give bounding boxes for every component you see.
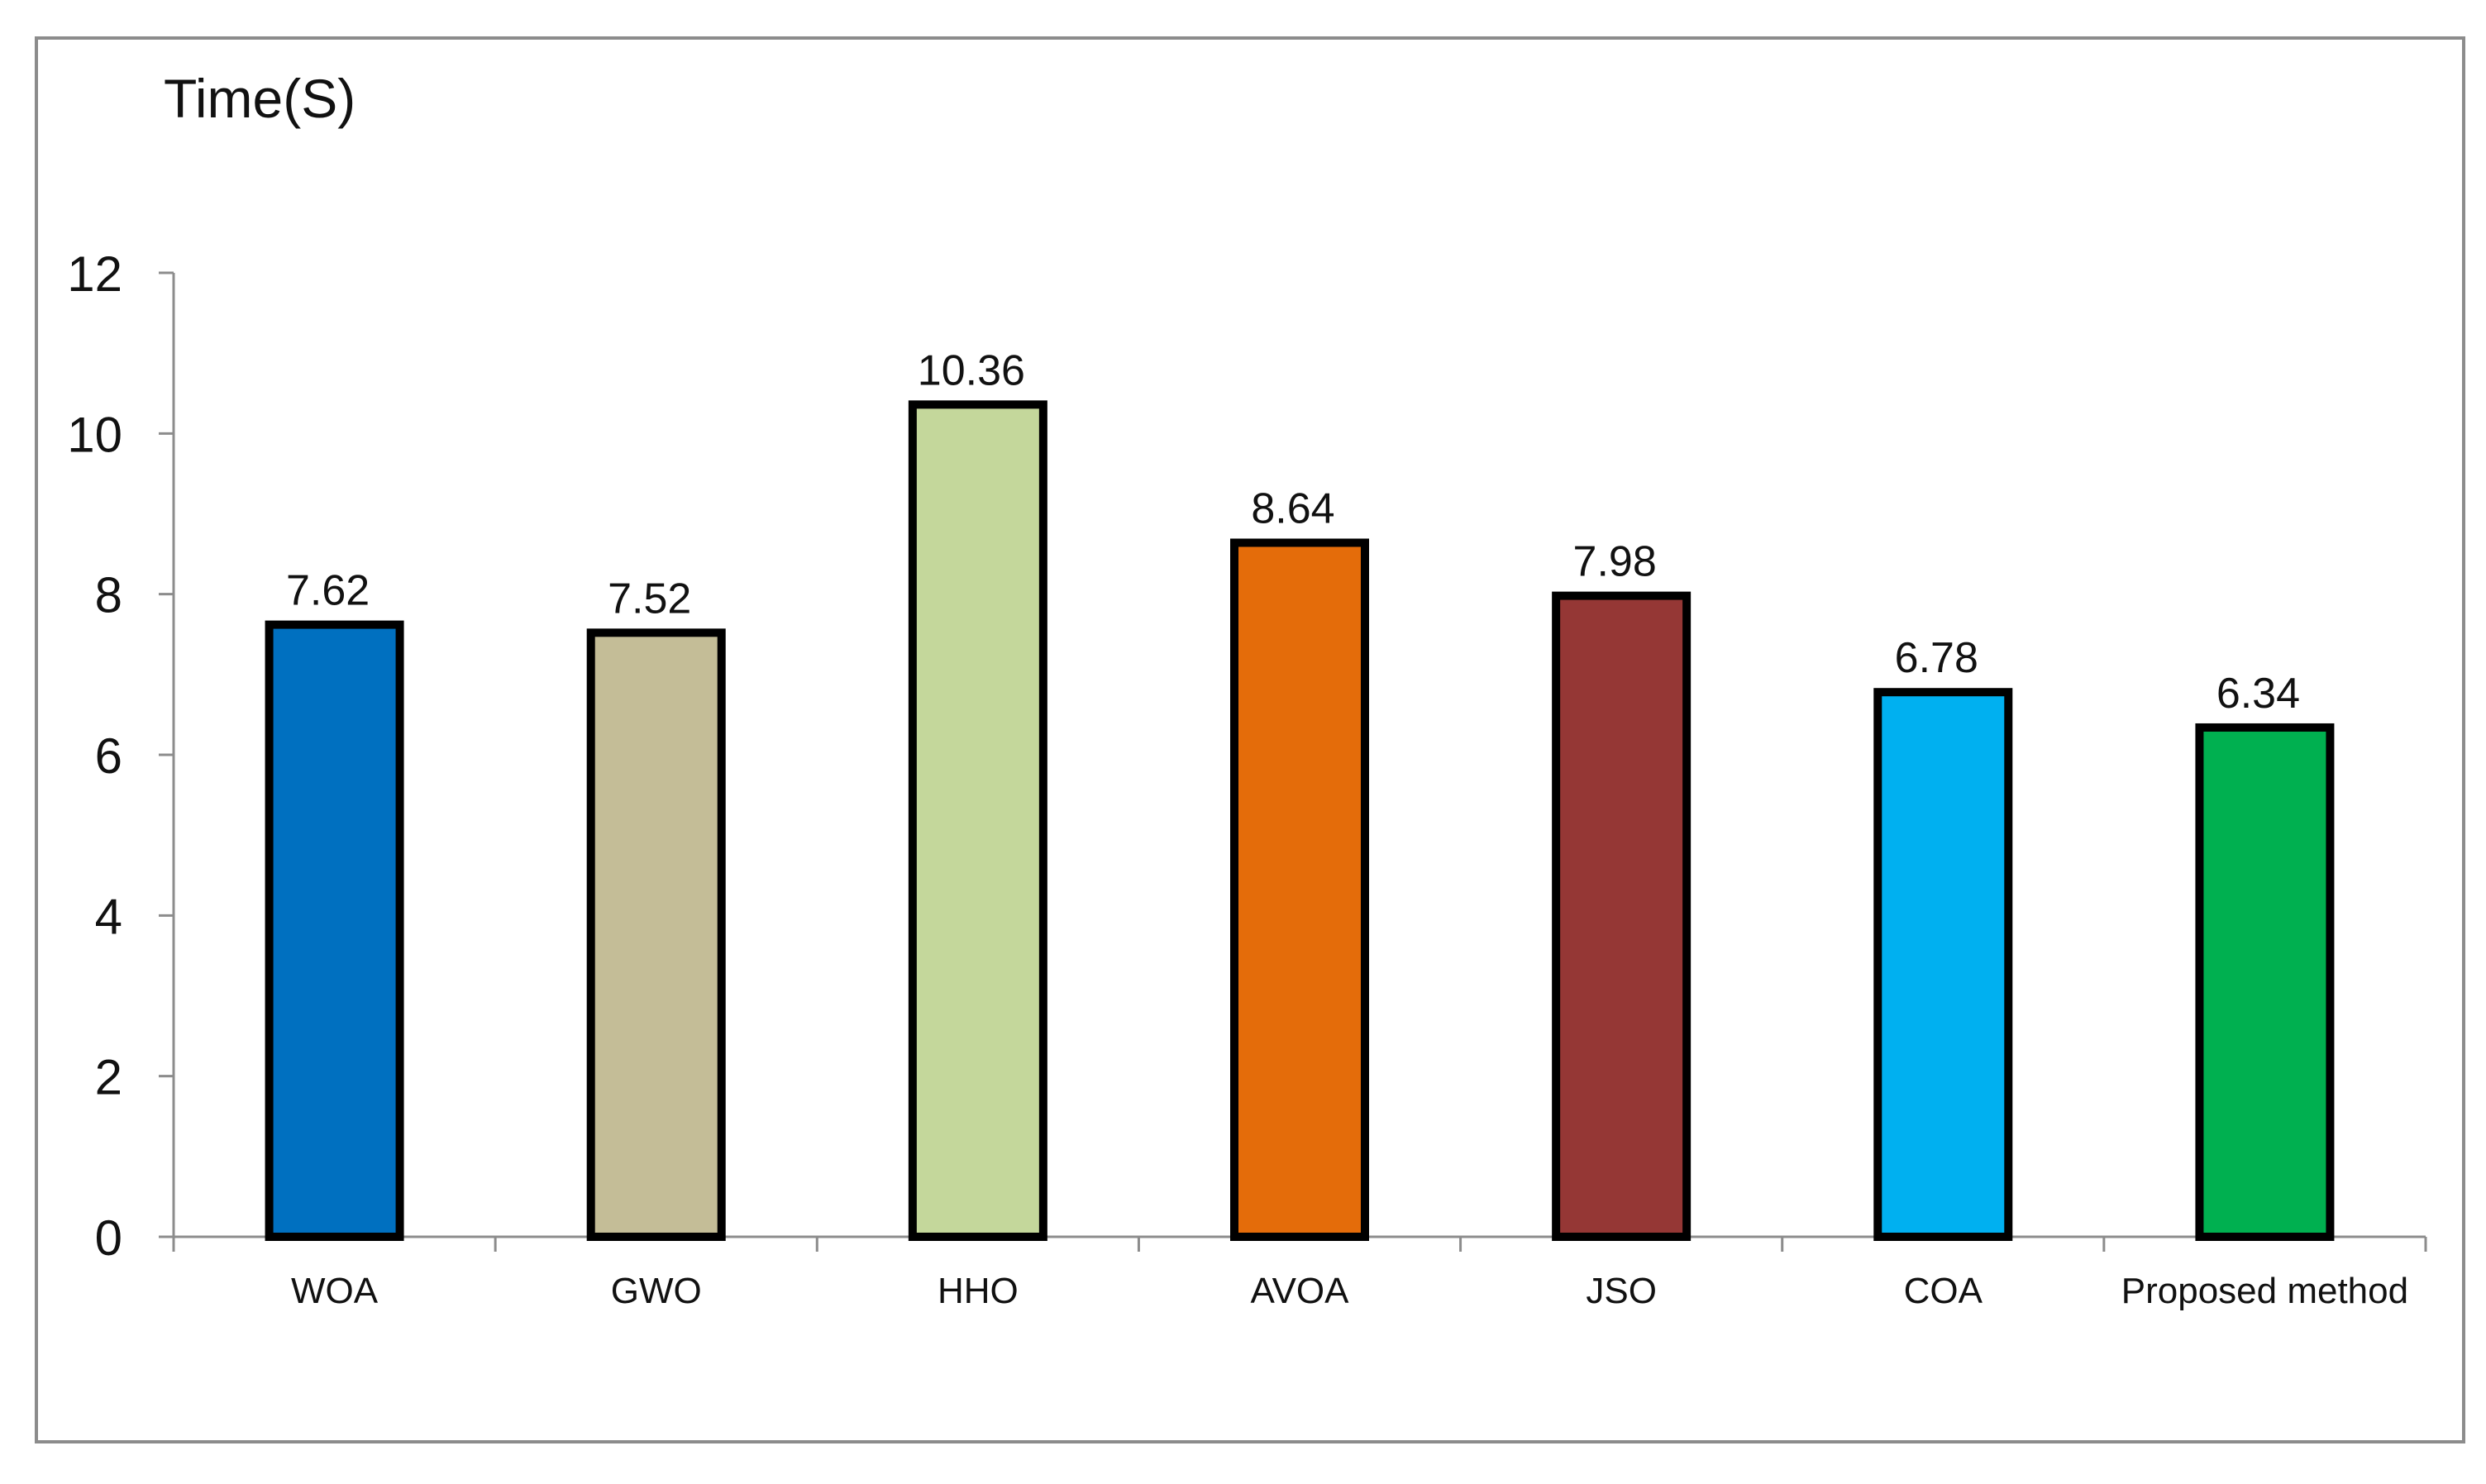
y-tick-label: 0 [95,1210,122,1266]
data-label: 6.34 [2216,670,2300,718]
x-tick-label: HHO [938,1271,1019,1311]
x-tick-label: WOA [291,1271,379,1311]
y-axis-label: Time(S) [164,68,355,129]
bar-hho [908,400,1047,1241]
y-tick-label: 2 [95,1050,122,1105]
bar-avoa [1230,538,1369,1241]
bar-jso [1552,591,1692,1241]
y-axis: 0 2 4 6 8 10 12 [67,246,175,1266]
x-tick-labels-group: WOA GWO HHO AVOA JSO COA Proposed method [291,1271,2408,1311]
x-tick-label: GWO [611,1271,702,1311]
x-tick-label: COA [1904,1271,1983,1311]
data-label: 7.62 [286,567,370,615]
data-label: 6.78 [1895,634,1978,682]
value-labels-group: 7.62 7.52 10.36 8.64 7.98 6.78 6.34 [286,346,2300,718]
y-tick-label: 4 [95,889,122,944]
data-label: 10.36 [918,346,1025,394]
bar-gwo [586,628,726,1241]
x-tick-label: JSO [1586,1271,1657,1311]
bar-coa [1873,688,2013,1241]
data-label: 7.52 [608,575,691,623]
bars-group [265,400,2335,1241]
data-label: 8.64 [1251,484,1334,532]
x-tick-label: AVOA [1250,1271,1349,1311]
y-tick-label: 10 [67,407,122,462]
y-tick-label: 12 [67,246,122,302]
bar-woa [265,620,404,1241]
y-tick-label: 6 [95,728,122,784]
bar-proposed-method [2195,723,2335,1241]
y-tick-label: 8 [95,568,122,623]
x-tick-label: Proposed method [2121,1271,2408,1311]
data-label: 7.98 [1573,538,1657,586]
